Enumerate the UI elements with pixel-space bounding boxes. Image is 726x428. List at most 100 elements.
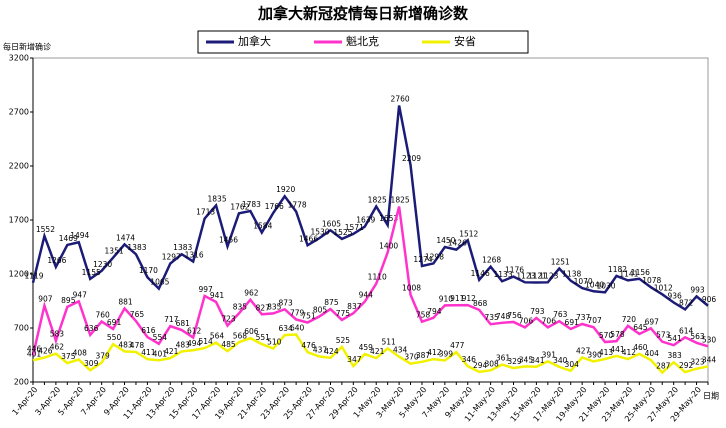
data-label: 1351 [105,247,124,256]
data-label: 1182 [608,265,627,274]
data-label: 997 [198,285,213,294]
data-label: 570 [599,331,614,340]
data-label: 1070 [574,277,593,286]
data-label: 390 [587,350,602,359]
data-label: 292 [679,361,694,370]
data-label: 748 [496,312,511,321]
data-label: 1141 [619,269,638,278]
data-label: 1778 [288,201,307,210]
data-label: 827 [256,303,271,312]
data-label: 1297 [162,253,181,262]
data-label: 706 [519,316,534,325]
data-label: 399 [439,350,454,359]
data-label: 1146 [471,269,490,278]
data-label: 412 [427,348,442,357]
data-label: 345 [519,355,534,364]
data-label: 1530 [310,227,329,236]
data-label: 691 [565,318,580,327]
y-tick-label: 200 [14,378,29,387]
data-label: 370 [404,353,419,362]
data-label: 510 [267,338,282,347]
data-label: 1123 [516,271,535,280]
data-label: 583 [50,330,65,339]
data-label: 1065 [150,278,169,287]
data-label: 720 [622,315,637,324]
data-label: 383 [668,351,683,360]
legend-box [197,30,529,54]
data-label: 287 [656,362,671,371]
data-label: 1030 [596,281,615,290]
y-tick-label: 700 [14,324,29,333]
y-tick-label: 2200 [9,162,29,171]
data-label: 697 [645,317,660,326]
data-label: 511 [381,337,396,346]
data-label: 1176 [505,266,524,275]
data-label: 837 [347,302,362,311]
data-label: 564 [210,332,225,341]
data-label: 401 [27,349,42,358]
data-label: 1469 [59,234,78,243]
data-label: 737 [576,313,591,322]
data-label: 408 [73,349,88,358]
data-label: 1170 [139,266,158,275]
data-label: 1298 [425,252,444,261]
data-label: 404 [645,349,660,358]
data-label: 723 [221,315,236,324]
data-label: 910 [439,294,454,303]
data-label: 379 [95,352,110,361]
data-label: 361 [496,354,511,363]
data-label: 308 [484,359,499,368]
data-label: 868 [473,299,488,308]
data-label: 640 [290,323,305,332]
data-label: 391 [542,350,557,359]
data-label: 763 [553,310,568,319]
data-label: 947 [73,290,88,299]
data-label: 760 [95,311,110,320]
data-label: 645 [633,323,648,332]
data-label: 691 [107,318,122,327]
data-label: 485 [221,340,236,349]
data-label: 1119 [24,272,43,281]
data-label: 421 [370,347,385,356]
data-label: 805 [313,306,328,315]
data-label: 1713 [196,208,215,217]
data-label: 387 [416,351,431,360]
data-label: 554 [153,333,168,342]
legend-label: 安省 [454,34,476,48]
data-label: 793 [530,307,545,316]
data-label: 911 [450,294,465,303]
data-label: 1552 [36,225,55,234]
data-label: 483 [118,340,133,349]
data-label: 1920 [276,185,295,194]
data-label: 962 [244,289,259,298]
data-label: 568 [233,331,248,340]
data-label: 525 [336,336,351,345]
data-label: 375 [61,352,76,361]
data-label: 344 [702,355,717,364]
data-label: 717 [164,315,179,324]
data-label: 1825 [368,196,387,205]
data-label: 1123 [539,271,558,280]
data-label: 1138 [562,270,581,279]
data-label: 437 [313,345,328,354]
data-label: 1835 [208,194,227,203]
data-label: 1008 [402,284,421,293]
y-tick-label: 3200 [9,54,29,63]
chart-title: 加拿大新冠疫情每日新增确诊数 [257,5,469,23]
data-label: 477 [450,341,465,350]
data-label: 551 [256,333,271,342]
data-label: 478 [130,341,145,350]
data-label: 872 [679,298,694,307]
data-label: 441 [610,345,625,354]
data-label: 424 [324,347,339,356]
data-label: 460 [633,343,648,352]
data-label: 616 [141,326,156,335]
data-label: 606 [244,327,259,336]
data-label: 494 [187,339,202,348]
data-label: 993 [690,285,705,294]
data-label: 541 [668,334,683,343]
data-label: 1512 [459,229,478,238]
data-label: 573 [656,331,671,340]
data-label: 530 [702,335,717,344]
data-label: 427 [576,346,591,355]
